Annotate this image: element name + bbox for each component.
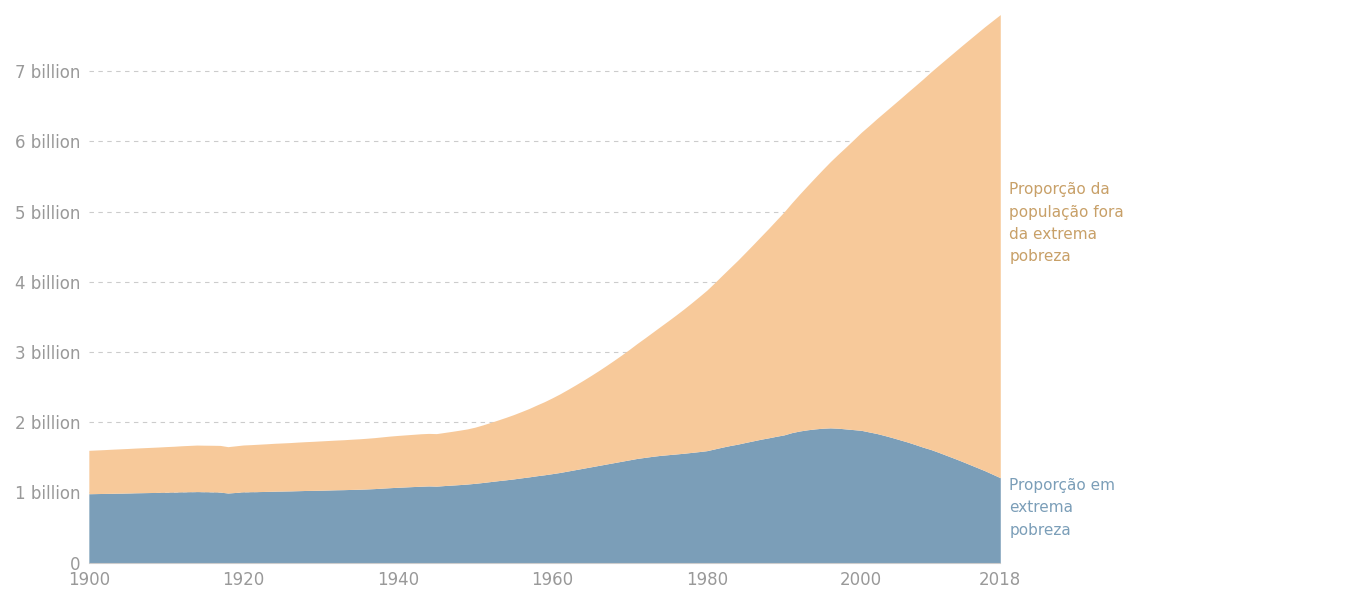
Text: Proporção da
população fora
da extrema
pobreza: Proporção da população fora da extrema p… (1009, 182, 1124, 264)
Text: Proporção em
extrema
pobreza: Proporção em extrema pobreza (1009, 478, 1116, 538)
